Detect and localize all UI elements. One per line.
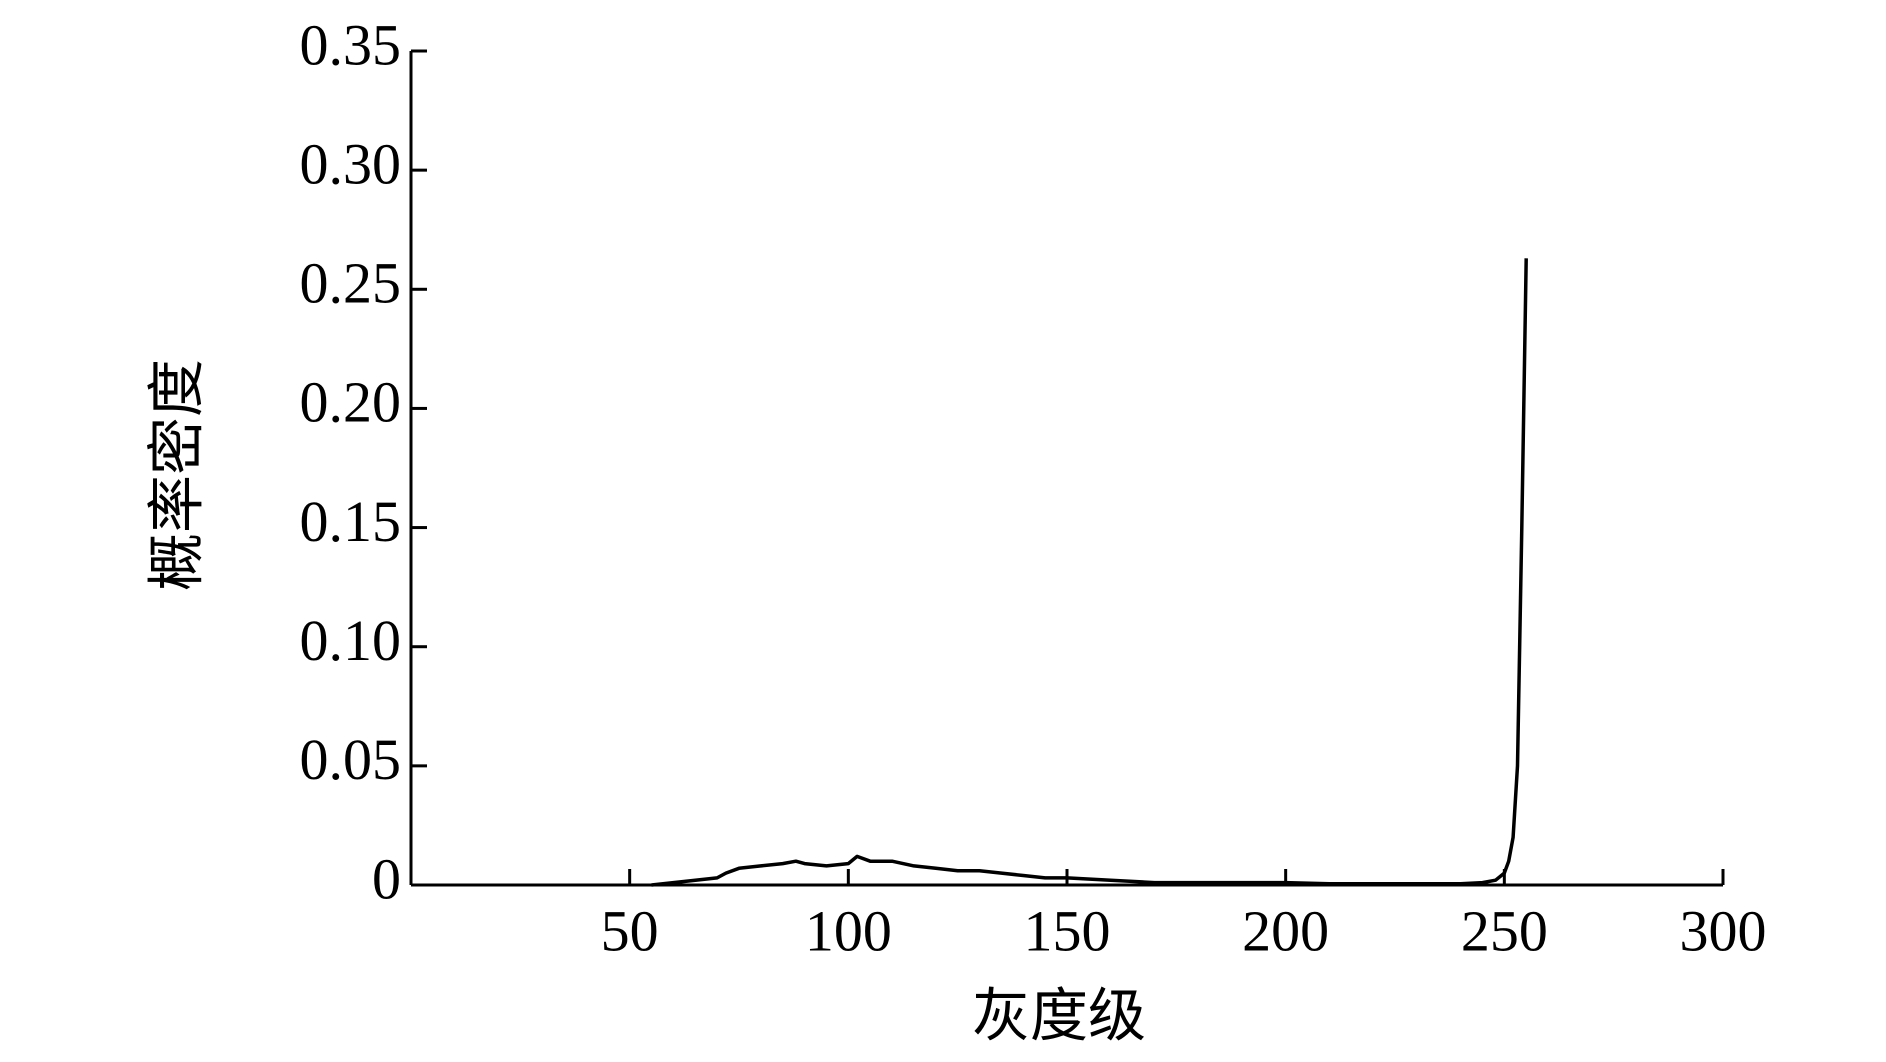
- x-tick-label: 100: [805, 898, 892, 963]
- data-line: [651, 258, 1528, 887]
- y-axis-label: 概率密度: [144, 359, 209, 591]
- y-tick-label: 0.15: [300, 489, 402, 554]
- y-tick-label: 0.20: [300, 370, 402, 435]
- y-tick-label: 0: [372, 846, 401, 911]
- y-tick-label: 0.30: [300, 131, 402, 196]
- y-tick-label: 0.10: [300, 608, 402, 673]
- y-tick-label: 0.05: [300, 727, 402, 792]
- x-tick-label: 250: [1461, 898, 1548, 963]
- x-tick-label: 50: [601, 898, 659, 963]
- y-tick-label: 0.35: [300, 12, 402, 77]
- x-tick-label: 300: [1680, 898, 1767, 963]
- x-axis-label: 灰度级: [972, 983, 1146, 1048]
- x-tick-label: 200: [1242, 898, 1329, 963]
- y-tick-label: 0.25: [300, 251, 402, 316]
- x-tick-label: 150: [1024, 898, 1111, 963]
